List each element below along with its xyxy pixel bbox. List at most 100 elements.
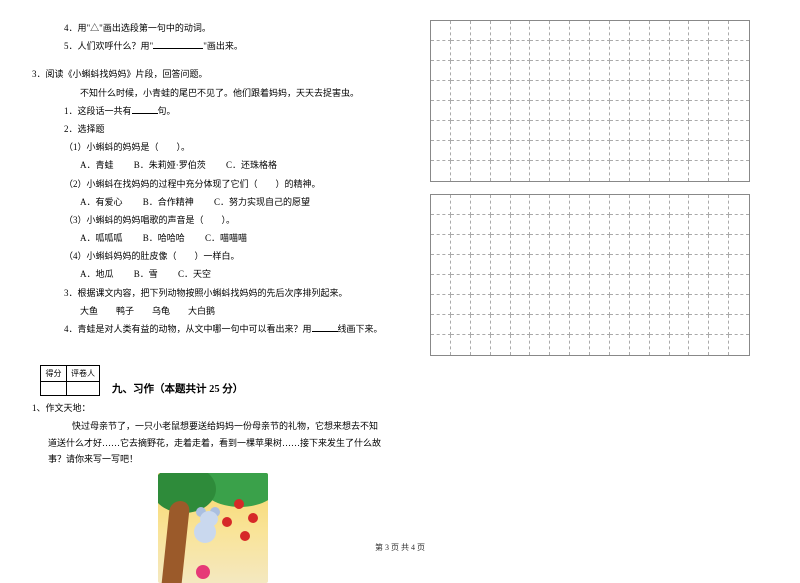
grid-cell[interactable] bbox=[491, 335, 511, 355]
grid-cell[interactable] bbox=[431, 101, 451, 121]
sub1-opt-b[interactable]: B．朱莉娅·罗伯茨 bbox=[134, 157, 206, 173]
grid-cell[interactable] bbox=[530, 215, 550, 235]
grid-cell[interactable] bbox=[689, 101, 709, 121]
grid-cell[interactable] bbox=[550, 235, 570, 255]
grid-cell[interactable] bbox=[471, 315, 491, 335]
grid-cell[interactable] bbox=[570, 41, 590, 61]
grid-cell[interactable] bbox=[610, 21, 630, 41]
grid-cell[interactable] bbox=[530, 141, 550, 161]
sub1-opt-c[interactable]: C．还珠格格 bbox=[226, 157, 277, 173]
grid-cell[interactable] bbox=[590, 295, 610, 315]
grid-cell[interactable] bbox=[471, 235, 491, 255]
grid-cell[interactable] bbox=[550, 295, 570, 315]
grid-cell[interactable] bbox=[729, 255, 749, 275]
grid-cell[interactable] bbox=[670, 41, 690, 61]
grid-cell[interactable] bbox=[590, 121, 610, 141]
grid-cell[interactable] bbox=[610, 275, 630, 295]
grid-cell[interactable] bbox=[471, 81, 491, 101]
grid-cell[interactable] bbox=[491, 275, 511, 295]
grid-cell[interactable] bbox=[471, 275, 491, 295]
grid-cell[interactable] bbox=[650, 255, 670, 275]
grid-cell[interactable] bbox=[650, 121, 670, 141]
grid-cell[interactable] bbox=[530, 81, 550, 101]
grid-cell[interactable] bbox=[729, 121, 749, 141]
grid-cell[interactable] bbox=[451, 195, 471, 215]
grid-cell[interactable] bbox=[550, 61, 570, 81]
grid-cell[interactable] bbox=[511, 21, 531, 41]
grid-cell[interactable] bbox=[530, 335, 550, 355]
grid-cell[interactable] bbox=[550, 21, 570, 41]
grid-cell[interactable] bbox=[491, 21, 511, 41]
grid-cell[interactable] bbox=[709, 235, 729, 255]
grid-cell[interactable] bbox=[471, 161, 491, 181]
grid-cell[interactable] bbox=[511, 101, 531, 121]
grid-cell[interactable] bbox=[511, 41, 531, 61]
grid-cell[interactable] bbox=[630, 161, 650, 181]
grid-cell[interactable] bbox=[471, 215, 491, 235]
grid-cell[interactable] bbox=[630, 195, 650, 215]
grid-cell[interactable] bbox=[451, 141, 471, 161]
grid-cell[interactable] bbox=[491, 255, 511, 275]
grid-cell[interactable] bbox=[650, 21, 670, 41]
grid-cell[interactable] bbox=[511, 195, 531, 215]
reviewer-cell[interactable] bbox=[67, 382, 100, 396]
grid-cell[interactable] bbox=[709, 101, 729, 121]
grid-cell[interactable] bbox=[511, 215, 531, 235]
grid-cell[interactable] bbox=[630, 215, 650, 235]
grid-cell[interactable] bbox=[670, 121, 690, 141]
grid-cell[interactable] bbox=[689, 255, 709, 275]
grid-cell[interactable] bbox=[511, 61, 531, 81]
grid-cell[interactable] bbox=[610, 161, 630, 181]
grid-cell[interactable] bbox=[630, 255, 650, 275]
grid-cell[interactable] bbox=[729, 235, 749, 255]
grid-cell[interactable] bbox=[431, 235, 451, 255]
grid-cell[interactable] bbox=[709, 81, 729, 101]
grid-cell[interactable] bbox=[630, 295, 650, 315]
grid-cell[interactable] bbox=[650, 101, 670, 121]
sub2-opt-c[interactable]: C．努力实现自己的愿望 bbox=[214, 194, 310, 210]
grid-cell[interactable] bbox=[451, 275, 471, 295]
grid-cell[interactable] bbox=[451, 315, 471, 335]
grid-cell[interactable] bbox=[530, 195, 550, 215]
grid-cell[interactable] bbox=[630, 275, 650, 295]
grid-cell[interactable] bbox=[709, 215, 729, 235]
grid-cell[interactable] bbox=[709, 255, 729, 275]
grid-cell[interactable] bbox=[530, 255, 550, 275]
grid-cell[interactable] bbox=[610, 121, 630, 141]
grid-cell[interactable] bbox=[689, 121, 709, 141]
grid-cell[interactable] bbox=[590, 81, 610, 101]
grid-cell[interactable] bbox=[511, 255, 531, 275]
grid-cell[interactable] bbox=[689, 41, 709, 61]
grid-cell[interactable] bbox=[590, 141, 610, 161]
grid-cell[interactable] bbox=[530, 41, 550, 61]
grid-cell[interactable] bbox=[471, 61, 491, 81]
grid-cell[interactable] bbox=[689, 335, 709, 355]
grid-cell[interactable] bbox=[570, 235, 590, 255]
grid-cell[interactable] bbox=[471, 121, 491, 141]
grid-cell[interactable] bbox=[709, 295, 729, 315]
grid-cell[interactable] bbox=[630, 21, 650, 41]
grid-cell[interactable] bbox=[610, 215, 630, 235]
grid-cell[interactable] bbox=[451, 235, 471, 255]
grid-cell[interactable] bbox=[610, 335, 630, 355]
grid-cell[interactable] bbox=[610, 255, 630, 275]
grid-cell[interactable] bbox=[491, 295, 511, 315]
grid-cell[interactable] bbox=[590, 41, 610, 61]
grid-cell[interactable] bbox=[530, 235, 550, 255]
sub3-opt-b[interactable]: B．哈哈哈 bbox=[143, 230, 185, 246]
grid-cell[interactable] bbox=[729, 295, 749, 315]
grid-cell[interactable] bbox=[670, 315, 690, 335]
grid-cell[interactable] bbox=[431, 295, 451, 315]
grid-cell[interactable] bbox=[550, 255, 570, 275]
grid-cell[interactable] bbox=[530, 315, 550, 335]
grid-cell[interactable] bbox=[530, 21, 550, 41]
grid-cell[interactable] bbox=[431, 121, 451, 141]
grid-cell[interactable] bbox=[550, 161, 570, 181]
grid-cell[interactable] bbox=[491, 81, 511, 101]
grid-cell[interactable] bbox=[451, 101, 471, 121]
grid-cell[interactable] bbox=[550, 215, 570, 235]
grid-cell[interactable] bbox=[550, 195, 570, 215]
grid-cell[interactable] bbox=[630, 235, 650, 255]
grid-cell[interactable] bbox=[689, 275, 709, 295]
grid-cell[interactable] bbox=[650, 295, 670, 315]
